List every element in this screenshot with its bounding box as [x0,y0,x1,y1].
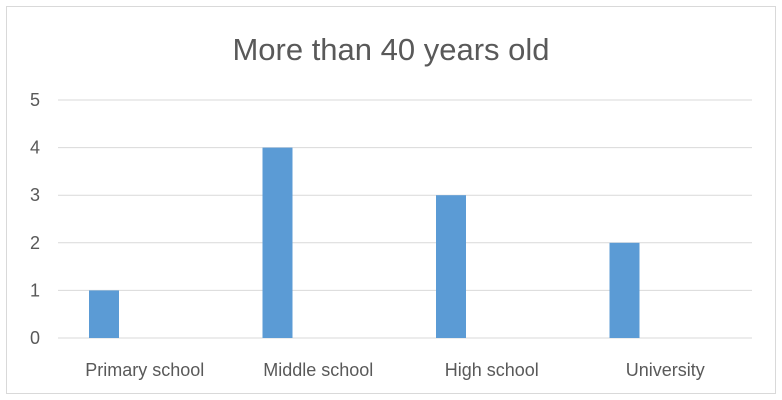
y-tick-label-1: 1 [30,280,40,300]
chart-title: More than 40 years old [232,32,549,67]
chart-frame [6,6,776,394]
category-label-middle-school: Middle school [263,360,373,380]
y-tick-label-4: 4 [30,138,40,158]
bar-middle-school [262,147,293,338]
category-label-high-school: High school [445,360,539,380]
category-label-university: University [626,360,705,380]
y-tick-label-0: 0 [30,328,40,348]
y-tick-label-5: 5 [30,90,40,110]
x-axis-categories: Primary school Middle school High school Un… [85,360,705,380]
category-label-primary-school: Primary school [85,360,204,380]
bar-primary-school [89,290,119,338]
y-axis-ticks: 0 1 2 3 4 5 [30,90,40,348]
y-tick-label-2: 2 [30,233,40,253]
gridlines [58,99,752,339]
bars [89,147,640,338]
y-tick-label-3: 3 [30,185,40,205]
bar-high-school [436,195,466,338]
bar-university [609,242,640,338]
